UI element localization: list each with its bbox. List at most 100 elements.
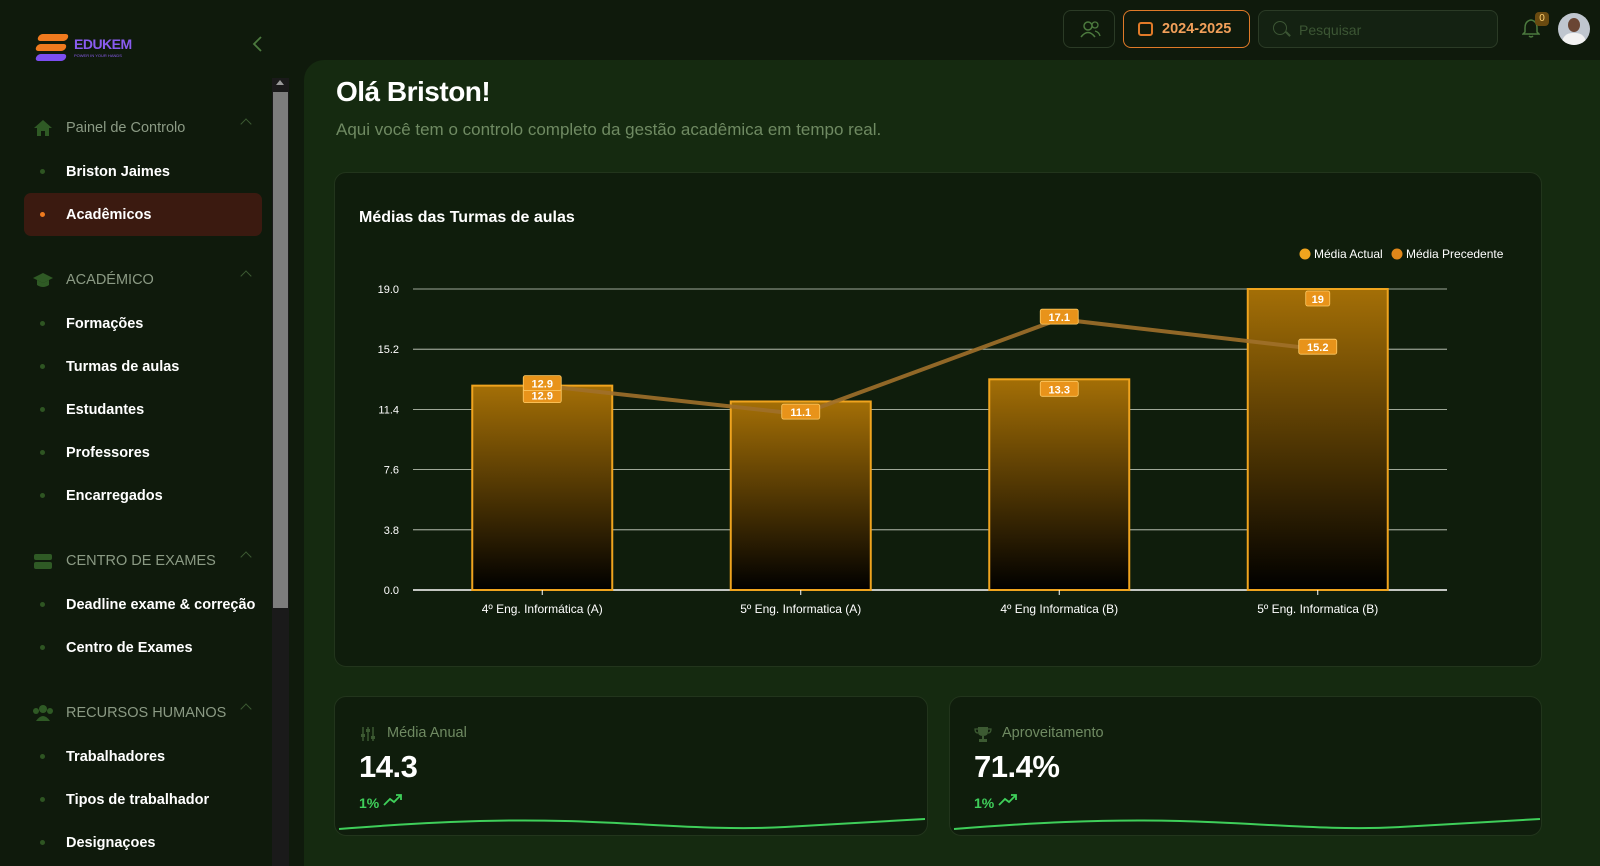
chart-bar [1246,288,1389,591]
chart-card: Médias das Turmas de aulas 0.0 3.8 7.6 11.4… [334,172,1542,667]
line-value-label: 12.9 [532,379,553,391]
search-box[interactable] [1258,10,1498,48]
legend-marker [1299,248,1311,260]
sidebar-item-briston-jaimes[interactable]: Briston Jaimes [24,150,262,193]
line-value-label: 17.1 [1049,312,1070,324]
sidebar-item-tipos-de-trabalhador[interactable]: Tipos de trabalhador [24,778,262,821]
line-value-label-bg [522,375,562,392]
section-title: Painel de Controlo [66,120,186,136]
main-content: Olá Briston! Aqui você tem o controlo co… [304,60,1600,866]
chevron-up-icon [240,551,252,563]
notification-count-badge: 0 [1535,12,1549,26]
trending-up-icon [383,794,402,806]
sidebar-item-professores[interactable]: Professores [24,431,262,474]
page-title: Olá Briston! [336,76,491,107]
sidebar-item-formacoes[interactable]: Formações [24,302,262,345]
line-value-label-bg [1298,338,1338,355]
home-icon [32,118,54,138]
section-centro-de-exames[interactable]: CENTRO DE EXAMES [24,539,262,583]
stat-label: Aproveitamento [1002,725,1104,741]
sidebar-item-estudantes[interactable]: Estudantes [24,388,262,431]
line-value-label-bg [1039,308,1079,325]
page-subtitle: Aqui você tem o controlo completo da ges… [336,120,882,139]
x-tick-label: 5º Eng. Informatica (A) [740,602,861,616]
notification-bell-icon[interactable] [1521,18,1541,38]
stat-delta: 1% [359,795,380,811]
line-value-label-bg [781,403,821,420]
sidebar-scrollbar[interactable] [272,78,289,866]
section-title: ACADÉMICO [66,272,154,288]
academic-year-label: 2024-2025 [1162,21,1232,37]
user-avatar[interactable] [1558,13,1590,45]
edukem-logo[interactable]: EDUKEM POWER IN YOUR HANDS [34,32,146,64]
scroll-up-arrow-icon[interactable] [276,80,284,85]
sidebar-item-deadline-exame[interactable]: Deadline exame & correção [24,583,262,626]
chart-bar [471,384,614,591]
calendar-icon [1138,22,1153,36]
x-tick-label: 4º Eng Informatica (B) [1000,602,1118,616]
sidebar: EDUKEM POWER IN YOUR HANDS Painel de Con… [0,0,290,866]
bar-value-label: 13.3 [1049,384,1070,396]
y-tick-label: 0.0 [384,585,399,597]
chevron-up-icon [240,703,252,715]
y-tick-label: 19.0 [378,284,399,296]
bar-value-label-bg [1305,290,1331,307]
trophy-icon [974,727,992,742]
sidebar-nav: Painel de Controlo Briston Jaimes Acadêm… [24,106,262,864]
averages-chart: 0.0 3.8 7.6 11.4 15.2 19.0 Média Actual Média P… [378,247,1504,616]
users-icon [1080,21,1101,38]
bar-value-label: 19 [1312,294,1324,306]
legend-label: Média Precedente [1406,247,1504,261]
stat-label: Média Anual [387,725,467,741]
stat-card-aproveitamento: Aproveitamento 71.4% 1% [949,696,1542,836]
scrollbar-thumb[interactable] [273,92,288,608]
sliders-icon [361,727,375,741]
bar-value-label: 12.9 [532,391,553,403]
sidebar-item-designacoes[interactable]: Designaçoes [24,821,262,864]
bar-value-label-bg [1039,380,1079,397]
section-title: CENTRO DE EXAMES [66,553,216,569]
people-icon [32,703,54,723]
chevron-up-icon [240,118,252,130]
sparkline [953,818,1541,830]
chart-bar [988,378,1131,591]
search-input[interactable] [1299,20,1479,40]
x-tick-label: 5º Eng. Informatica (B) [1257,602,1378,616]
chart-bar [729,400,872,591]
chevron-left-icon [252,36,262,52]
stat-delta: 1% [974,795,995,811]
sparkline [338,818,926,830]
y-tick-label: 3.8 [384,525,399,537]
collapse-sidebar-button[interactable] [248,34,268,54]
sidebar-item-turmas-de-aulas[interactable]: Turmas de aulas [24,345,262,388]
stat-value: 71.4% [974,749,1060,784]
sidebar-item-academicos[interactable]: Acadêmicos [24,193,262,236]
chart-title: Médias das Turmas de aulas [359,209,575,226]
line-series [542,317,1318,417]
academic-year-button[interactable]: 2024-2025 [1123,10,1250,48]
section-academico[interactable]: ACADÉMICO [24,258,262,302]
y-tick-label: 11.4 [378,404,399,416]
users-button[interactable] [1063,10,1115,48]
sidebar-item-encarregados[interactable]: Encarregados [24,474,262,517]
section-recursos-humanos[interactable]: RECURSOS HUMANOS [24,691,262,735]
brand-name: EDUKEM [74,36,132,52]
section-title: RECURSOS HUMANOS [66,705,227,721]
x-tick-label: 4º Eng. Informática (A) [482,602,603,616]
line-value-label: 11.1 [790,407,811,419]
legend-marker [1391,248,1403,260]
sidebar-item-centro-de-exames[interactable]: Centro de Exames [24,626,262,669]
exam-tray-icon [32,551,54,571]
chevron-up-icon [240,270,252,282]
section-painel-de-controlo[interactable]: Painel de Controlo [24,106,262,150]
line-value-label: 15.2 [1307,342,1328,354]
search-icon [1273,21,1287,35]
stat-value: 14.3 [359,749,418,784]
sidebar-item-trabalhadores[interactable]: Trabalhadores [24,735,262,778]
stat-card-media-anual: Média Anual 14.3 1% [334,696,928,836]
legend-label: Média Actual [1314,247,1383,261]
graduation-cap-icon [32,270,54,290]
trending-up-icon [998,794,1017,806]
topbar: 2024-2025 0 [290,0,1600,60]
brand-tagline: POWER IN YOUR HANDS [74,53,122,58]
